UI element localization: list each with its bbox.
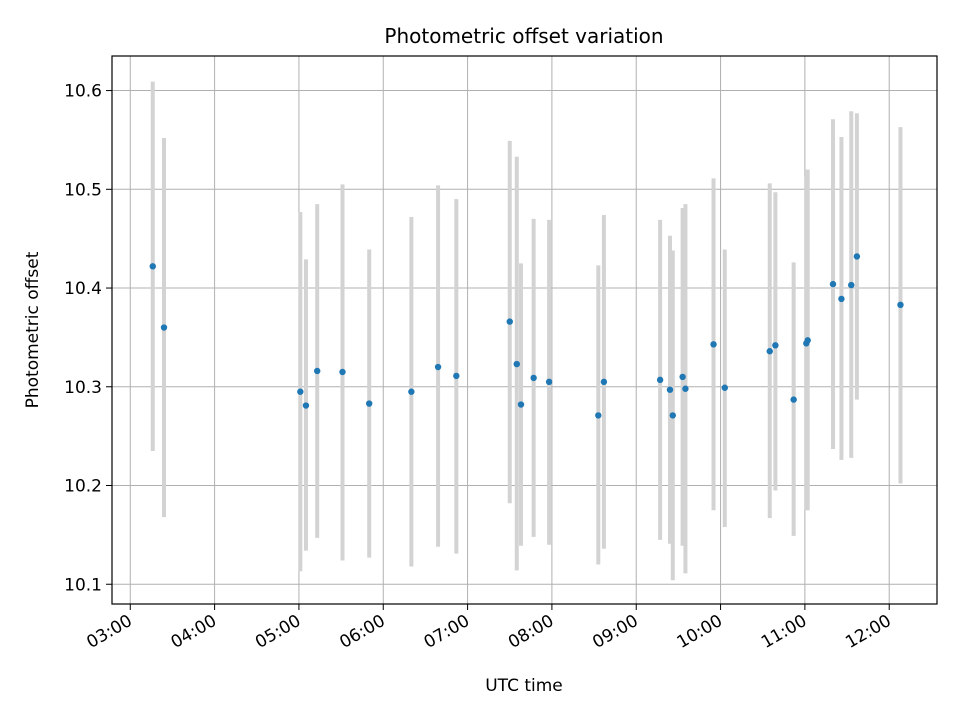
data-point [302,402,310,409]
data-point [666,386,674,393]
x-axis-ticks: 03:00 04:00 05:00 06:00 07:00 08:00 09:00 10:00… [83,604,895,653]
data-point [297,388,304,395]
data-point [545,378,553,386]
x-axis-label: UTC time [485,676,563,696]
data-point [595,412,602,419]
data-point [160,324,168,331]
x-tick-label: 10:00 [674,611,726,653]
x-tick-label: 09:00 [589,611,641,653]
x-tick-label: 11:00 [758,611,810,653]
y-tick-label: 10.3 [64,378,102,398]
data-point [829,280,837,288]
data-point [434,363,442,371]
data-point [766,348,773,355]
data-point [453,372,460,380]
x-tick-label: 03:00 [83,611,135,653]
y-axis-label: Photometric offset [23,251,43,408]
data-point [853,253,861,260]
y-tick-label: 10.6 [64,82,102,102]
data-point [772,342,779,349]
chart-title: Photometric offset variation [384,24,663,48]
y-tick-label: 10.1 [64,575,102,595]
data-point [365,400,373,407]
grid [112,56,937,604]
data-point [517,401,525,408]
data-points [149,253,904,419]
x-tick-label: 08:00 [505,611,557,653]
data-point [790,396,797,403]
y-tick-label: 10.5 [64,180,102,200]
data-point [656,376,664,384]
x-tick-label: 12:00 [842,611,894,653]
data-point [530,374,537,382]
data-point [721,384,728,391]
x-tick-label: 07:00 [421,611,473,653]
error-bars [150,81,903,581]
x-tick-label: 04:00 [168,611,220,653]
y-axis-ticks: 10.1 10.2 10.3 10.4 10.5 10.6 [64,82,112,595]
data-point [897,301,904,309]
data-point [513,360,520,368]
plot-frame [111,55,938,605]
data-point [669,412,676,419]
x-tick-label: 05:00 [252,611,304,653]
data-point [679,373,686,381]
data-point [339,368,346,376]
data-point [838,295,845,303]
data-point [600,378,608,386]
data-point [149,263,156,270]
data-point [848,281,855,289]
data-point [804,337,811,344]
y-tick-label: 10.4 [64,279,102,299]
data-point [506,318,513,325]
data-point [682,385,689,392]
data-point [408,388,415,395]
data-point [313,367,321,375]
y-tick-label: 10.2 [64,477,102,497]
x-tick-label: 06:00 [336,611,388,653]
data-point [710,341,717,348]
